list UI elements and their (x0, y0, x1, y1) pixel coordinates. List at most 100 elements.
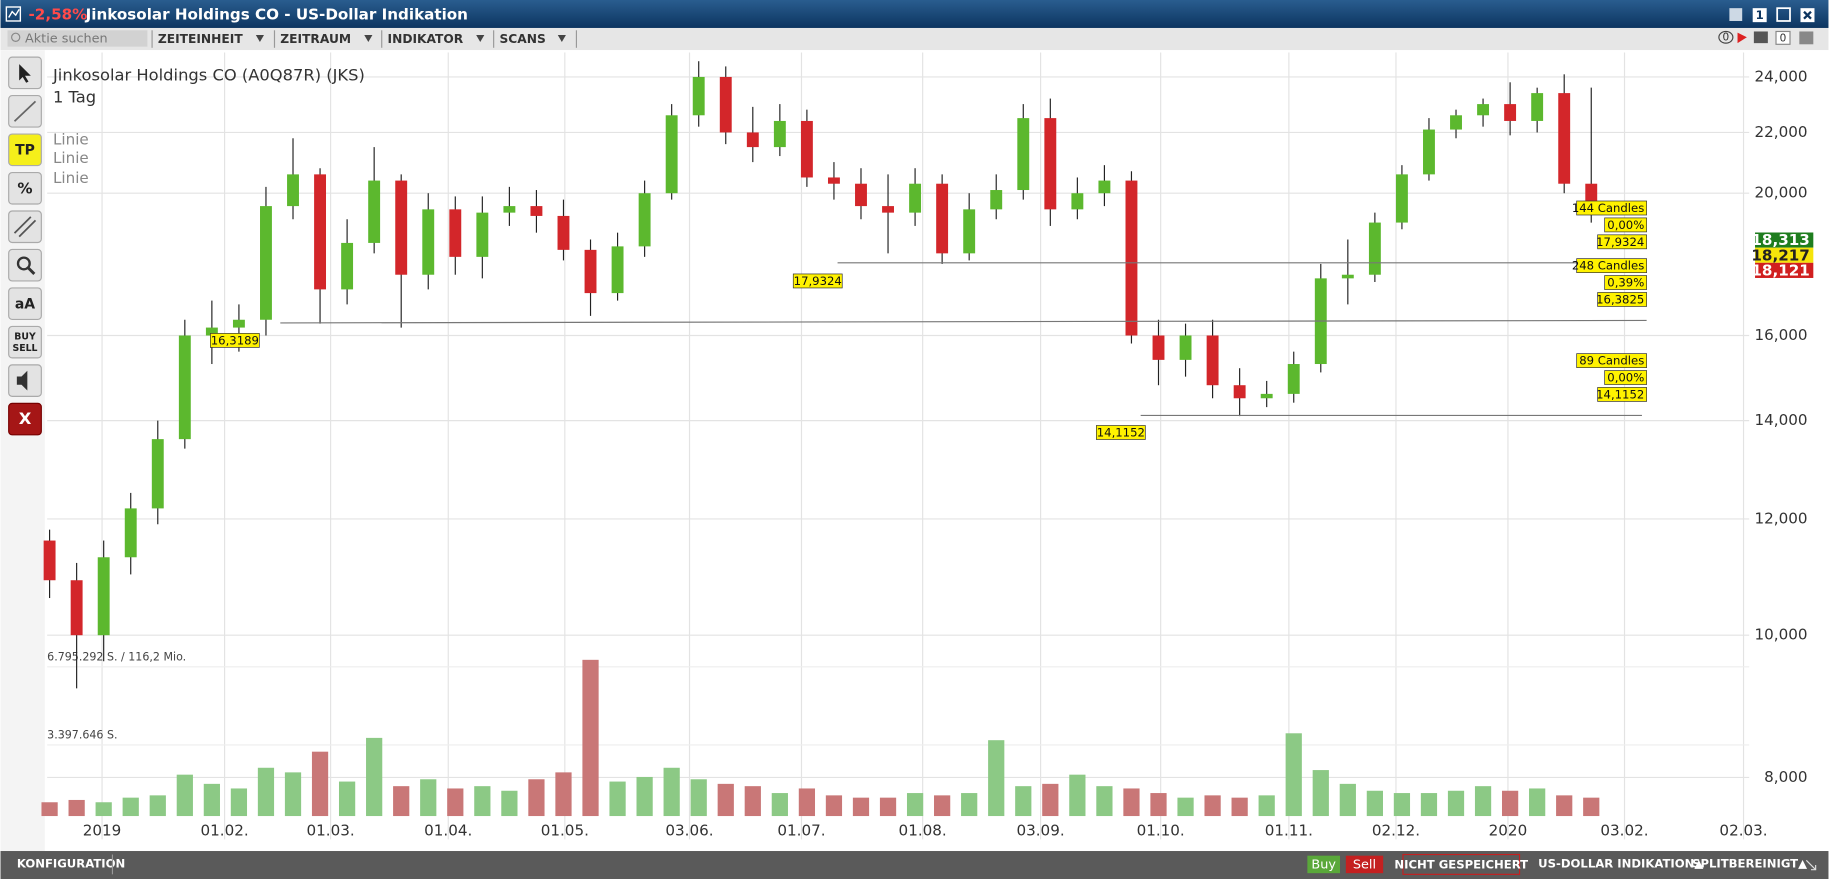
line-info-end-label: 17,9324 (1596, 235, 1644, 249)
volume-bar (41, 802, 58, 817)
zoom-button[interactable] (8, 248, 42, 282)
candle-body (746, 132, 759, 148)
volume-bar (1420, 793, 1438, 817)
menu-group: ZEITEINHEIT ZEITRAUM INDIKATOR SCANS (151, 30, 578, 48)
menu[interactable]: SCANS (499, 32, 545, 46)
saved-status[interactable]: NICHT GESPEICHERT (1394, 858, 1528, 872)
buy-sell-button[interactable] (8, 325, 42, 359)
candle-body (1341, 274, 1354, 279)
candle-body (1585, 183, 1598, 213)
search-box[interactable] (7, 30, 148, 47)
currency-menu[interactable]: US-DOLLAR INDIKATION▲ (1538, 856, 1703, 870)
tp-label: TP (15, 142, 35, 158)
candle-body (287, 174, 299, 207)
line-info-candles: 248 Candles (1572, 259, 1644, 273)
pin-button[interactable] (1729, 8, 1743, 21)
line-info-box (1604, 275, 1647, 290)
candle-body (1504, 104, 1517, 121)
buy-button[interactable] (1307, 855, 1341, 874)
candle-body (1125, 180, 1138, 336)
candle-body (368, 180, 381, 243)
line-info-box (1597, 234, 1647, 250)
line-label-box (1096, 425, 1146, 440)
legend-entry: Linie (53, 130, 89, 148)
candle-body (936, 183, 949, 254)
y-tick-label: 24,000 (1755, 67, 1808, 85)
saved-box (1402, 853, 1521, 875)
candle-body (827, 177, 840, 184)
percent-button[interactable] (8, 171, 42, 205)
volume-bar (906, 793, 924, 817)
price-label: 18,313 (1751, 231, 1809, 249)
candle-body (1260, 393, 1273, 399)
volume-bar (555, 772, 572, 817)
volume-tick-label: 3.397.646 S. (47, 729, 117, 742)
line-icon (13, 100, 37, 122)
volume-bar (1123, 788, 1140, 817)
menu[interactable]: ZEITEINHEIT (158, 32, 243, 46)
line-info-box (1597, 292, 1647, 307)
volume-bar (934, 795, 951, 817)
candle-body (882, 206, 894, 213)
candle-body (70, 580, 83, 636)
text-button[interactable] (8, 287, 42, 321)
channel-button[interactable] (8, 210, 42, 244)
restore-button[interactable] (1776, 7, 1791, 22)
candle-body (232, 319, 245, 328)
config-button[interactable]: KONFIGURATION (17, 856, 125, 870)
volume-bar (149, 795, 166, 817)
split-menu[interactable]: SPLITBEREINIGT▲ (1692, 856, 1807, 870)
volume-bar (663, 767, 680, 817)
list-icon[interactable] (1753, 31, 1768, 44)
sell-label: SELL (13, 343, 38, 354)
alarm-icon[interactable] (1737, 32, 1747, 44)
volume-bar (1015, 786, 1032, 817)
volume-bar (771, 793, 788, 817)
volume-bar (852, 797, 870, 817)
volume-bar (284, 772, 302, 817)
volume-bar (879, 797, 897, 817)
buy-label: BUY (14, 331, 36, 342)
candle-body (1423, 129, 1435, 175)
window-title: Jinkosolar Holdings CO - US-Dollar Indik… (85, 6, 468, 24)
candle-body (1450, 115, 1462, 130)
search-icon (11, 32, 21, 42)
price-label-box (1755, 247, 1814, 263)
candle-body (503, 206, 516, 213)
y-tick-label: 12,000 (1755, 509, 1808, 527)
candle-body (395, 180, 408, 275)
legend-entry: Linie (53, 149, 89, 167)
counter: 0 (1780, 32, 1787, 44)
settings-icon[interactable] (1799, 31, 1814, 45)
x-tick-label: 01.04. (424, 822, 472, 840)
menu[interactable]: ZEITRAUM (280, 32, 351, 46)
line-info-candles: 144 Candles (1572, 201, 1644, 215)
volume-bar (636, 776, 653, 817)
chart-title: Jinkosolar Holdings CO (A0Q87R) (JKS) (52, 65, 365, 84)
buy-label: Buy (1311, 858, 1336, 873)
close-chart-button[interactable] (8, 402, 42, 436)
badge-box[interactable] (1752, 8, 1767, 23)
candle-body (1044, 118, 1057, 210)
x-tick-label: 02.12. (1372, 822, 1420, 840)
volume-bar (1529, 788, 1546, 817)
sell-button[interactable] (1345, 855, 1384, 874)
volume-bar (203, 783, 220, 817)
x-tick-label: 01.03. (307, 822, 355, 840)
volume-bar (68, 799, 85, 817)
volume-bar (366, 737, 383, 817)
menu[interactable]: INDIKATOR (388, 32, 464, 46)
candle-body (449, 209, 462, 257)
tp-button[interactable] (8, 133, 42, 167)
candle-body (611, 246, 624, 294)
line-start-label: 17,9324 (794, 274, 842, 288)
volume-bar (311, 751, 329, 817)
candle-body (476, 212, 489, 257)
candle-body (1017, 118, 1030, 191)
candle-body (990, 190, 1003, 210)
badge: 1 (1756, 8, 1764, 22)
x-tick-label: 02.03. (1719, 822, 1767, 840)
candle-body (1233, 385, 1246, 399)
